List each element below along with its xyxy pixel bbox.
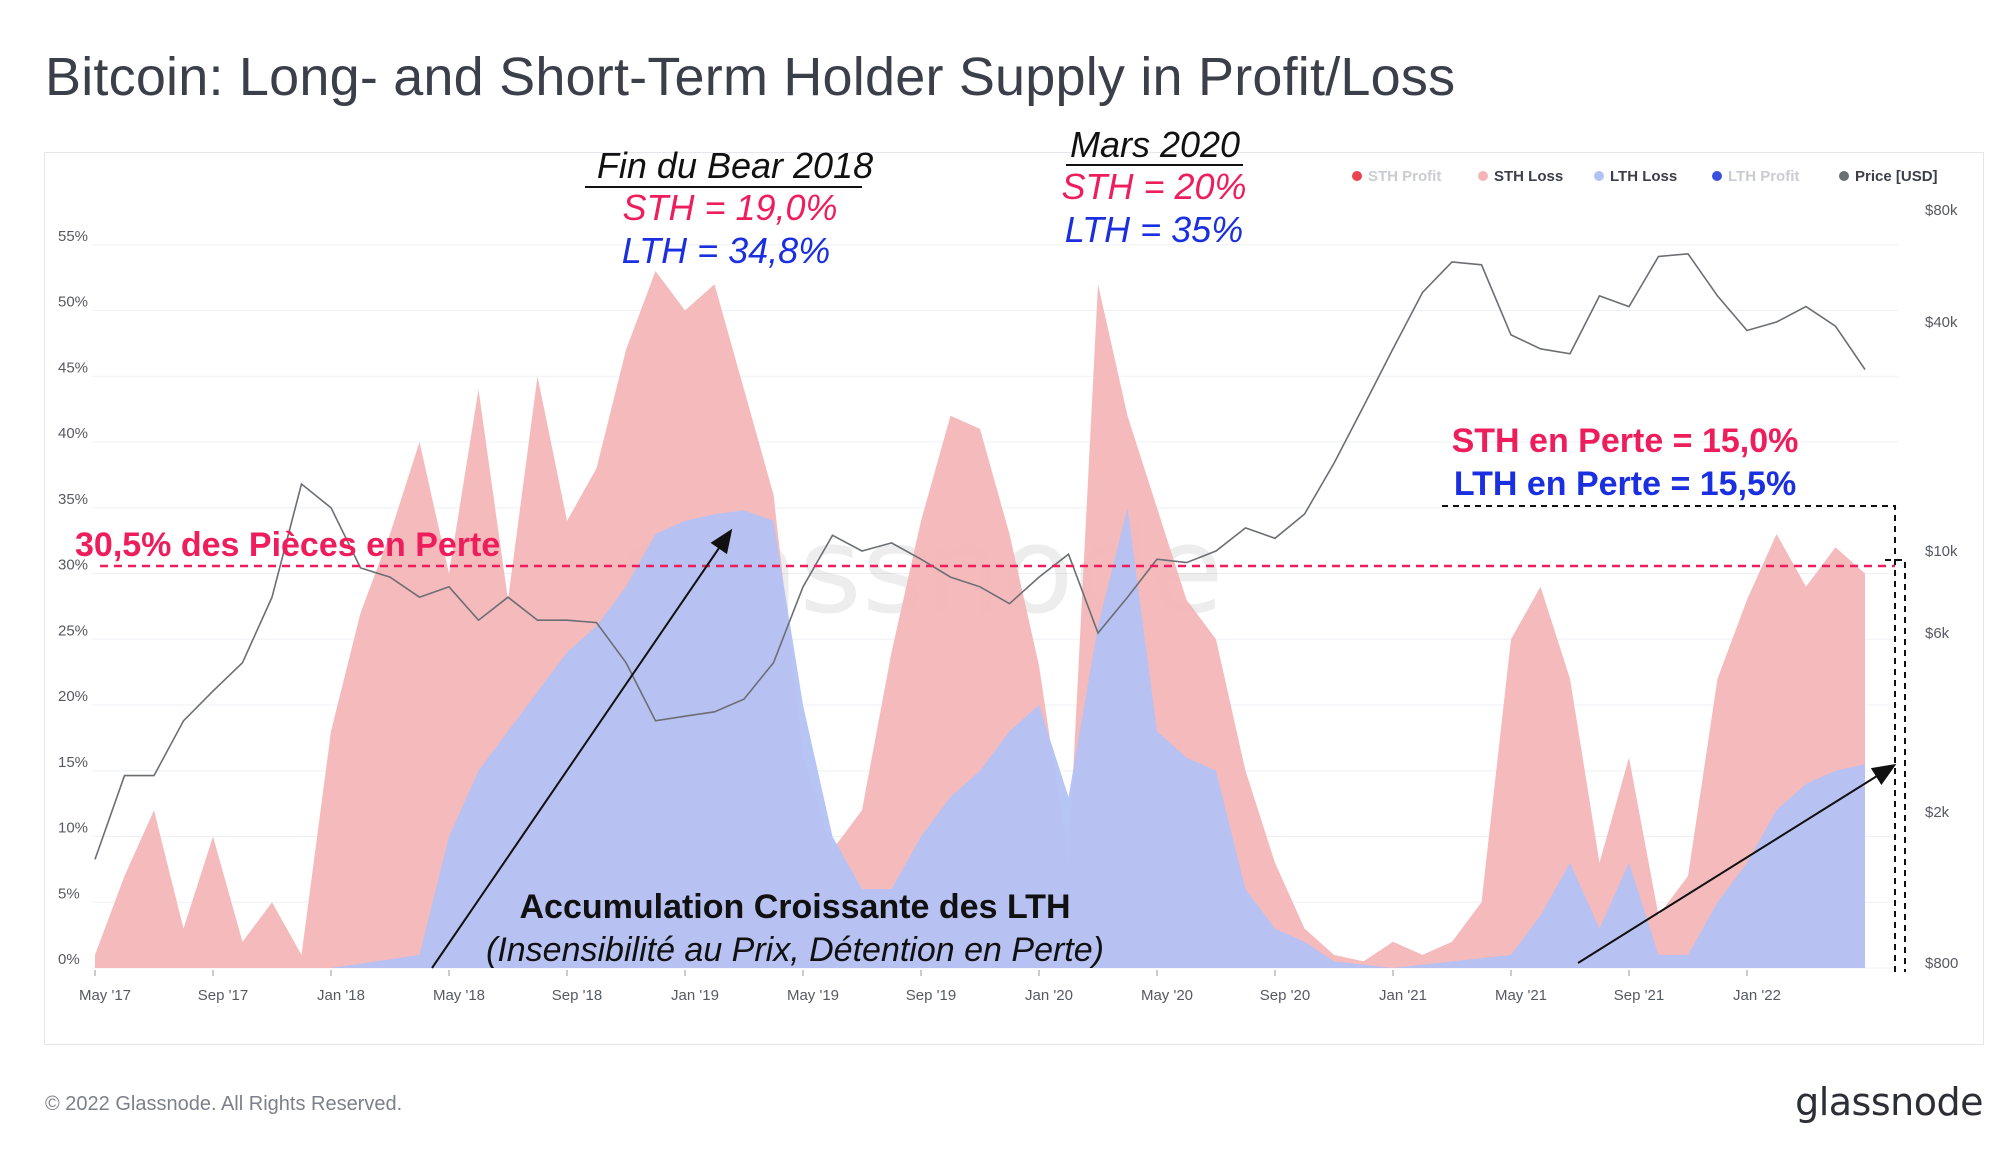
legend-marker — [1594, 171, 1604, 181]
y-right-tick-label: $40k — [1925, 314, 1958, 331]
page-title: Bitcoin: Long- and Short-Term Holder Sup… — [45, 47, 1456, 107]
legend-marker — [1712, 171, 1722, 181]
legend: STH Profit STH Loss LTH Loss LTH Profit Pric… — [1352, 168, 1938, 185]
threshold-label: 30,5% des Pièces en Perte — [75, 526, 500, 564]
x-tick-label: Jan '20 — [1025, 987, 1073, 1004]
x-tick-label: May '20 — [1141, 987, 1193, 1004]
x-tick-label: Jan '18 — [317, 987, 365, 1004]
mars2020-lth: LTH = 35% — [1065, 209, 1243, 250]
legend-label: STH Profit — [1368, 168, 1441, 185]
bear2018-title: Fin du Bear 2018 — [597, 145, 873, 186]
y-tick-label: 30% — [58, 557, 88, 574]
x-tick-label: Sep '21 — [1614, 987, 1664, 1004]
current-bracket-inner — [1885, 559, 1906, 972]
x-tick-label: May '17 — [79, 987, 131, 1004]
x-tick-label: May '21 — [1495, 987, 1547, 1004]
y-tick-label: 5% — [58, 885, 80, 902]
y-tick-label: 45% — [58, 359, 88, 376]
x-tick-label: Jan '22 — [1733, 987, 1781, 1004]
accumulation-arrow-2022 — [1577, 763, 1897, 964]
y-tick-label: 50% — [58, 294, 88, 311]
y-tick-label: 35% — [58, 491, 88, 508]
y-tick-label: 10% — [58, 820, 88, 837]
lth-loss-area — [95, 507, 1865, 968]
legend-marker — [1352, 171, 1362, 181]
y-right-tick-label: $10k — [1925, 543, 1958, 560]
y-right-tick-label: $80k — [1925, 202, 1958, 219]
chart-frame — [44, 152, 1984, 1045]
y-tick-label: 55% — [58, 228, 88, 245]
x-axis: May '17 Sep '17 Jan '18 May '18 Sep '18 Jan '… — [79, 970, 1781, 1004]
y-right-tick-label: $6k — [1925, 625, 1950, 642]
accumulation-subtitle: (Insensibilité au Prix, Détention en Per… — [486, 931, 1104, 969]
x-tick-label: Sep '20 — [1260, 987, 1310, 1004]
accumulation-title: Accumulation Croissante des LTH — [519, 888, 1070, 926]
accumulation-arrow-2018 — [431, 528, 733, 969]
bear2018-sth: STH = 19,0% — [622, 187, 837, 228]
y-right-tick-label: $2k — [1925, 804, 1950, 821]
y-tick-label: 0% — [58, 951, 80, 968]
mars2020-title: Mars 2020 — [1070, 124, 1240, 165]
x-tick-label: Sep '18 — [552, 987, 602, 1004]
legend-marker — [1478, 171, 1488, 181]
x-tick-label: Sep '19 — [906, 987, 956, 1004]
brand-logo: glassnode — [1795, 1080, 1983, 1124]
y-tick-label: 20% — [58, 688, 88, 705]
price-series — [94, 252, 1866, 860]
mars2020-sth: STH = 20% — [1061, 166, 1246, 207]
current-bracket-outer — [1442, 505, 1896, 972]
y-axis-left: 0% 5% 10% 15% 20% 25% 30% 35% 40% 45% 50% 55% — [58, 228, 88, 968]
current-sth: STH en Perte = 15,0% — [1452, 422, 1799, 460]
y-tick-label: 25% — [58, 622, 88, 639]
legend-label: LTH Profit — [1728, 168, 1799, 185]
y-axis-right: $800 $2k $6k $10k $40k $80k — [1925, 202, 1958, 972]
legend-label: Price [USD] — [1855, 168, 1938, 185]
y-right-tick-label: $800 — [1925, 955, 1958, 972]
x-tick-label: Sep '17 — [198, 987, 248, 1004]
current-lth: LTH en Perte = 15,5% — [1454, 465, 1796, 503]
x-tick-label: Jan '19 — [671, 987, 719, 1004]
x-tick-label: Jan '21 — [1379, 987, 1427, 1004]
copyright-footer: © 2022 Glassnode. All Rights Reserved. — [45, 1093, 403, 1115]
x-tick-label: May '19 — [787, 987, 839, 1004]
price-line — [94, 252, 1866, 860]
bear2018-lth: LTH = 34,8% — [622, 230, 830, 271]
y-tick-label: 15% — [58, 754, 88, 771]
x-tick-label: May '18 — [433, 987, 485, 1004]
legend-label: STH Loss — [1494, 168, 1563, 185]
area-series — [95, 271, 1865, 968]
y-tick-label: 40% — [58, 425, 88, 442]
legend-marker — [1839, 171, 1849, 181]
legend-label: LTH Loss — [1610, 168, 1677, 185]
